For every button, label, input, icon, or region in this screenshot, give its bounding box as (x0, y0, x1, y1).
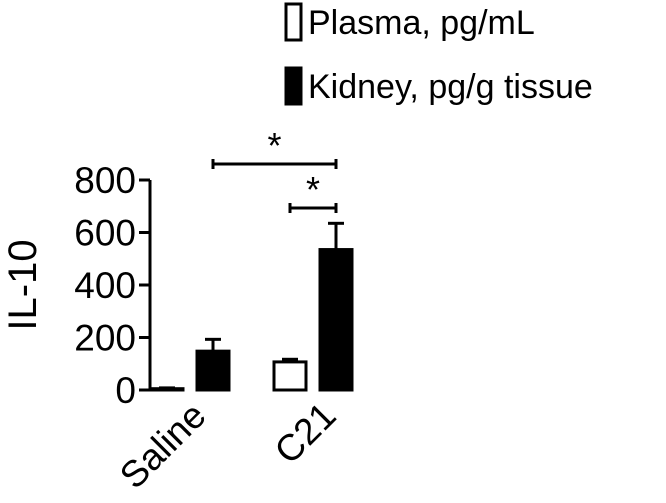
legend-label-kidney: Kidney, pg/g tissue (308, 68, 593, 106)
y-tick-label: 800 (74, 160, 136, 201)
y-axis-label: IL-10 (1, 239, 45, 330)
legend-label-plasma: Plasma, pg/mL (308, 4, 535, 42)
bar-kidney (318, 248, 354, 392)
bars (149, 221, 354, 392)
legend-swatch-plasma (284, 2, 303, 42)
x-tick-labels: Saline C21 (112, 395, 344, 497)
y-axis: 0 200 400 600 800 (74, 160, 152, 411)
significance-star: * (306, 169, 320, 210)
significance-star: * (267, 125, 281, 166)
significance-markers: ** (211, 125, 338, 213)
y-tick-label: 200 (74, 318, 136, 359)
x-tick-label: C21 (267, 395, 344, 472)
bar-kidney (195, 349, 231, 392)
bar-plasma (272, 360, 308, 392)
y-tick-label: 0 (115, 370, 136, 411)
y-tick-label: 600 (74, 213, 136, 254)
bar-plasma (149, 387, 185, 392)
legend-swatch-kidney (284, 66, 303, 106)
legend: Plasma, pg/mL Kidney, pg/g tissue (284, 2, 593, 106)
y-tick-label: 400 (74, 265, 136, 306)
